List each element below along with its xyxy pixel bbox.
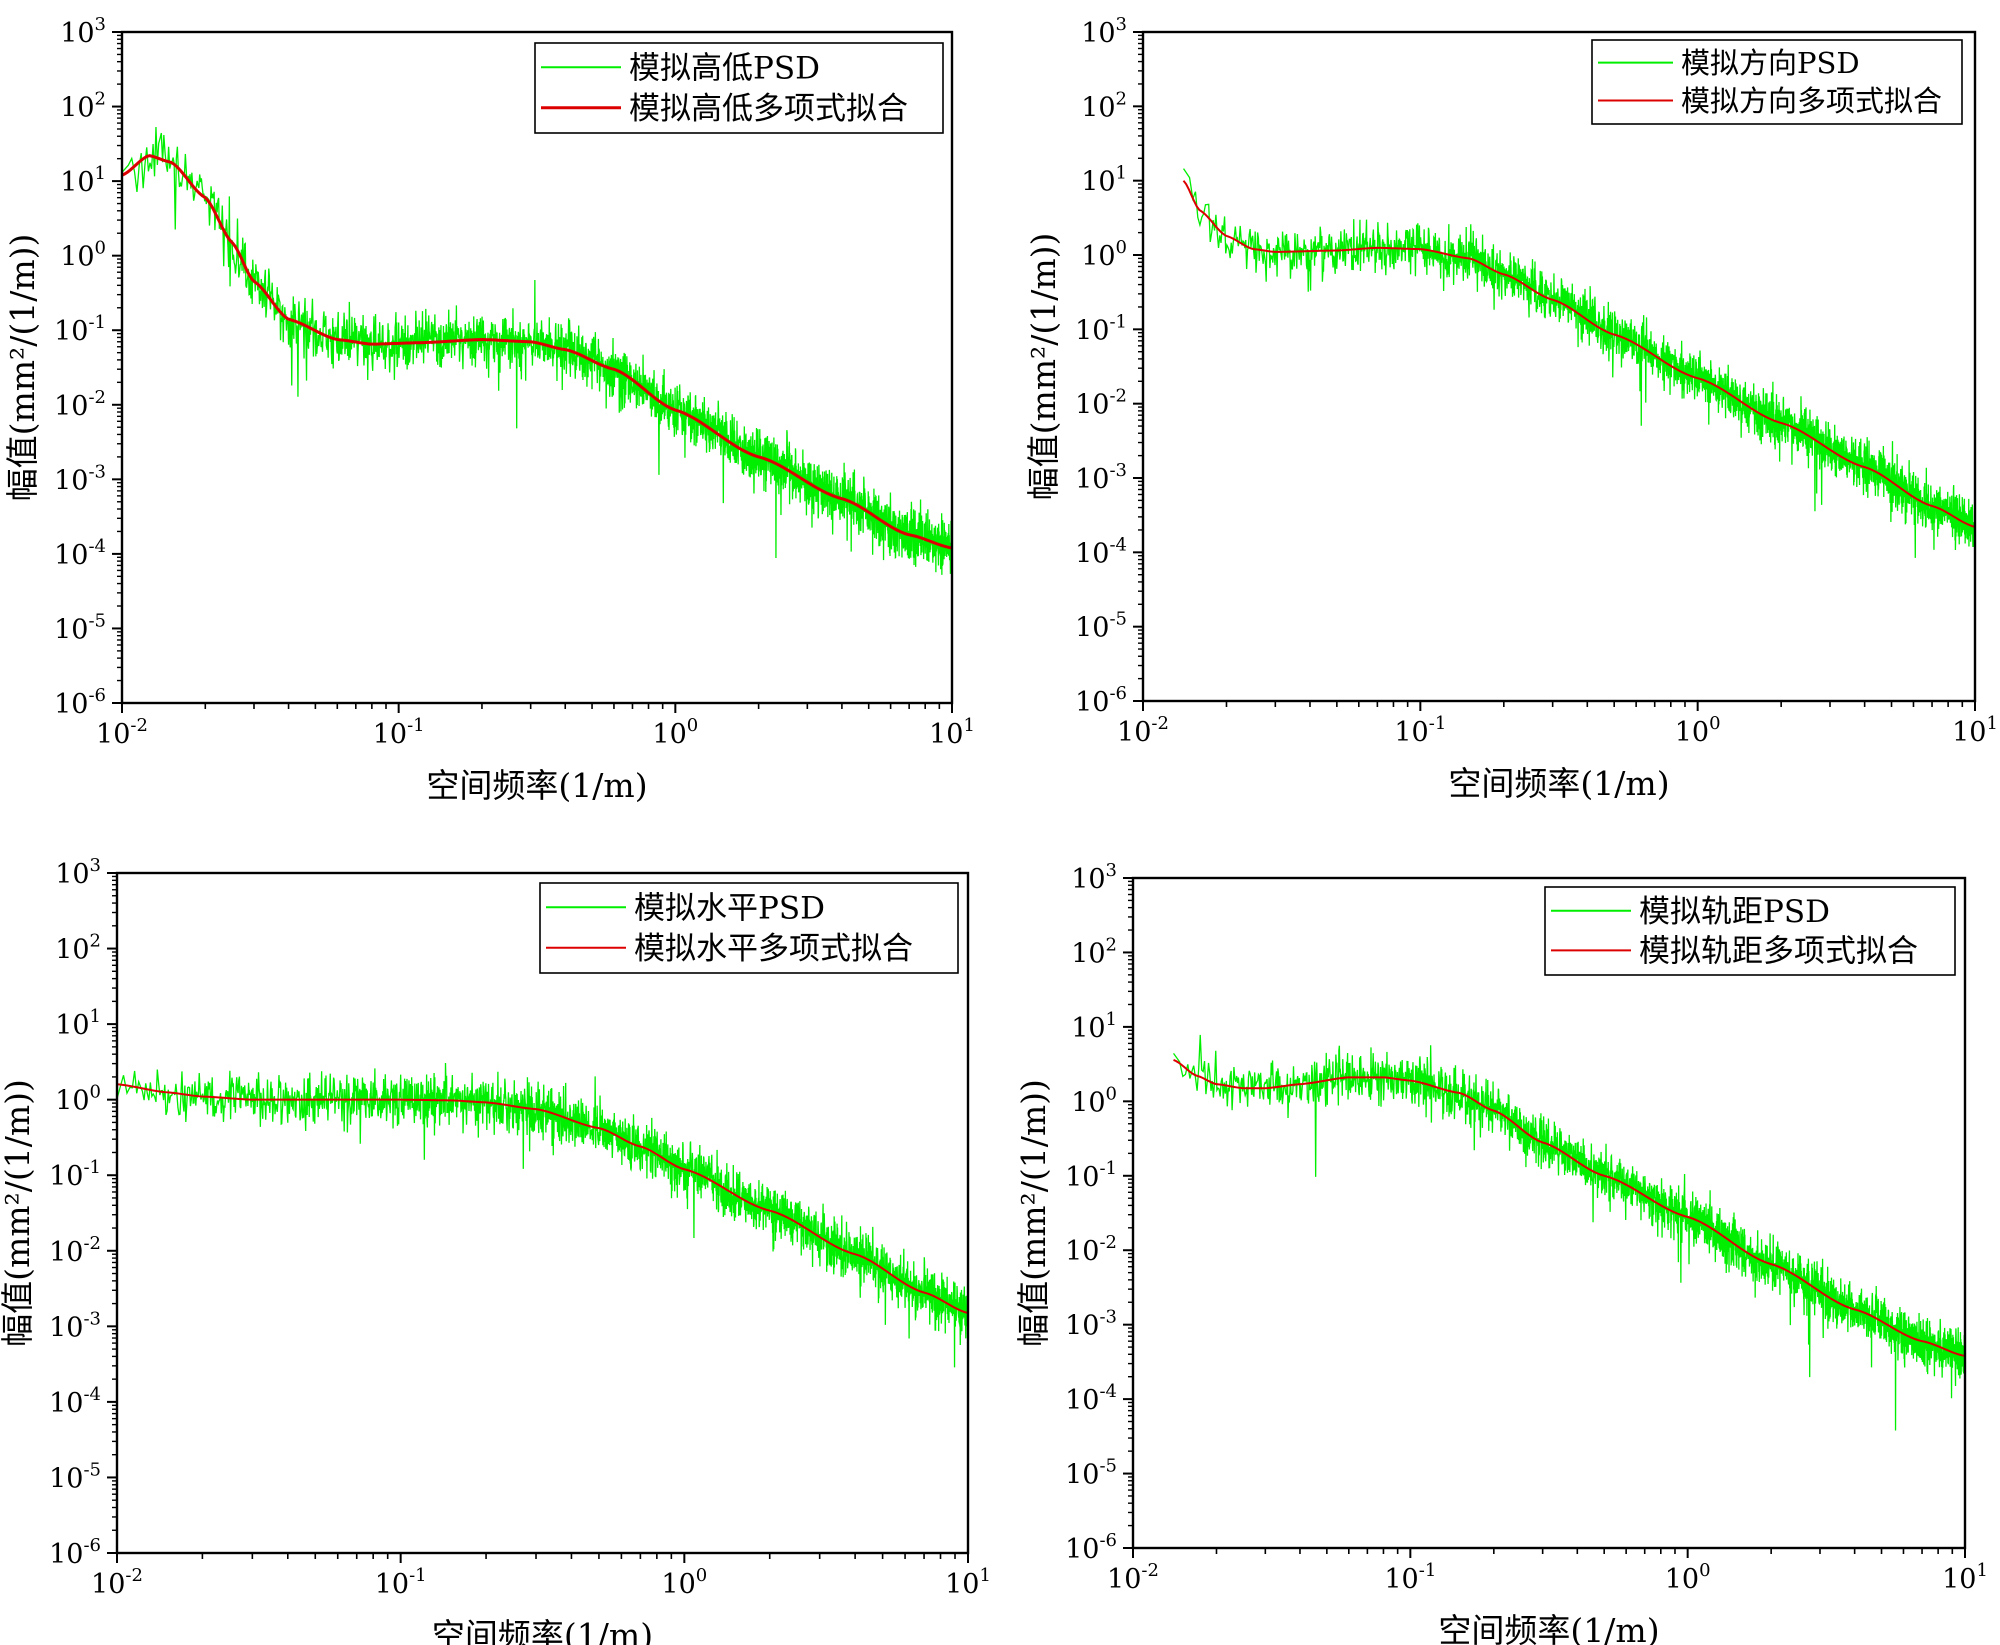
legend-entry: 模拟高低PSD	[629, 50, 820, 86]
y-tick-label: 10-5	[54, 610, 106, 645]
series-line-2-psd	[1182, 168, 1975, 558]
legend-entry: 模拟高低多项式拟合	[629, 91, 908, 127]
legend: 模拟轨距PSD 模拟轨距多项式拟合	[1544, 886, 1956, 976]
y-tick-label: 10-1	[54, 312, 106, 347]
series-line-3-fit	[117, 1083, 968, 1314]
y-tick-label: 10-3	[54, 461, 106, 496]
chart-panel-1: 10-2 10-1 100 101 10-6 10-5 10-4 10-3 10-2 10-1 10…	[3, 14, 975, 805]
legend-box	[534, 42, 944, 134]
y-tick-label: 10-1	[49, 1157, 101, 1192]
legend-box	[1591, 39, 1963, 125]
y-tick-label: 10-6	[1065, 1530, 1117, 1565]
y-tick-label: 100	[55, 1082, 101, 1117]
y-tick-label: 100	[1081, 237, 1127, 272]
legend-entry: 模拟方向多项式拟合	[1681, 84, 1942, 118]
legend-entry: 模拟水平多项式拟合	[634, 931, 913, 967]
x-tick-label: 10-2	[1117, 713, 1169, 748]
y-tick-label: 10-3	[49, 1308, 101, 1343]
legend: 模拟高低PSD 模拟高低多项式拟合	[534, 42, 944, 134]
y-tick-label: 102	[55, 931, 101, 966]
plot-frame	[115, 871, 970, 1555]
x-tick-label: 100	[652, 715, 698, 750]
chart-panel-4: 10-2 10-1 100 101 10-6 10-5 10-4 10-3 10-2 10-1 10…	[1014, 860, 1988, 1645]
y-tick-label: 103	[1071, 860, 1117, 895]
legend-entry: 模拟方向PSD	[1681, 46, 1860, 80]
y-tick-label: 102	[60, 89, 106, 124]
x-tick-label: 100	[1665, 1560, 1711, 1595]
legend: 模拟水平PSD 模拟水平多项式拟合	[539, 882, 959, 974]
x-axis-label: 空间频率(1/m)	[432, 1616, 653, 1645]
x-tick-label: 10-1	[373, 715, 425, 750]
y-tick-label: 102	[1081, 88, 1127, 123]
x-tick-label: 101	[929, 715, 975, 750]
x-axis-label: 空间频率(1/m)	[426, 766, 647, 805]
chart-panel-2: 10-2 10-1 100 101 10-6 10-5 10-4 10-3 10-2 10-1 10…	[1024, 14, 1998, 803]
y-axis-label: 幅值(mm²/(1/m))	[3, 234, 42, 502]
series-line-2-fit	[1182, 180, 1975, 528]
x-tick-label: 10-2	[96, 715, 148, 750]
y-tick-label: 10-6	[54, 685, 106, 720]
y-tick-label: 101	[1081, 163, 1127, 198]
x-axis-label: 空间频率(1/m)	[1448, 764, 1669, 803]
plot-frame	[1141, 30, 1977, 703]
y-tick-label: 10-5	[1065, 1456, 1117, 1491]
x-tick-label: 10-1	[1394, 713, 1446, 748]
series-line-1-fit	[122, 154, 952, 550]
y-tick-label: 10-3	[1075, 460, 1127, 495]
y-tick-label: 10-5	[49, 1459, 101, 1494]
x-tick-label: 10-1	[1384, 1560, 1436, 1595]
legend-box	[539, 882, 959, 974]
y-tick-label: 100	[60, 238, 106, 273]
series-line-4-fit	[1173, 1059, 1965, 1357]
y-tick-label: 10-2	[1075, 386, 1127, 421]
legend: 模拟方向PSD 模拟方向多项式拟合	[1591, 39, 1963, 125]
y-tick-label: 10-4	[49, 1384, 101, 1419]
y-tick-label: 10-4	[54, 536, 106, 571]
y-tick-label: 10-2	[1065, 1232, 1117, 1267]
y-axis-label: 幅值(mm²/(1/m))	[0, 1079, 37, 1347]
y-tick-label: 10-2	[49, 1233, 101, 1268]
legend-entry: 模拟水平PSD	[634, 890, 825, 926]
x-axis-label: 空间频率(1/m)	[1438, 1611, 1659, 1645]
y-tick-label: 10-1	[1065, 1158, 1117, 1193]
y-tick-label: 10-2	[54, 387, 106, 422]
y-tick-label: 102	[1071, 934, 1117, 969]
y-tick-label: 10-4	[1065, 1381, 1117, 1416]
y-tick-label: 10-6	[1075, 683, 1127, 718]
series-line-4-psd	[1173, 1034, 1965, 1431]
x-tick-label: 10-2	[1107, 1560, 1159, 1595]
legend-entry: 模拟轨距PSD	[1639, 894, 1830, 930]
y-tick-label: 10-4	[1075, 534, 1127, 569]
y-tick-label: 10-3	[1065, 1307, 1117, 1342]
y-tick-label: 103	[55, 855, 101, 890]
plot-frame	[120, 30, 954, 705]
x-tick-label: 10-2	[91, 1565, 143, 1600]
x-tick-label: 101	[945, 1565, 991, 1600]
y-axis-label: 幅值(mm²/(1/m))	[1024, 233, 1063, 501]
series-line-3-psd	[117, 1063, 968, 1368]
y-axis-label: 幅值(mm²/(1/m))	[1014, 1079, 1053, 1347]
plot-frame	[1131, 876, 1967, 1550]
x-tick-label: 10-1	[375, 1565, 427, 1600]
y-tick-label: 10-1	[1075, 311, 1127, 346]
series-line-1-psd	[122, 126, 952, 575]
y-tick-label: 10-6	[49, 1535, 101, 1570]
x-tick-label: 101	[1942, 1560, 1988, 1595]
y-tick-label: 101	[1071, 1009, 1117, 1044]
legend-entry: 模拟轨距多项式拟合	[1639, 934, 1918, 970]
y-tick-label: 10-5	[1075, 609, 1127, 644]
x-tick-label: 100	[1675, 713, 1721, 748]
y-tick-label: 100	[1071, 1083, 1117, 1118]
chart-panel-3: 10-2 10-1 100 101 10-6 10-5 10-4 10-3 10-2 10-1 10…	[0, 855, 991, 1645]
y-tick-label: 101	[55, 1006, 101, 1041]
x-tick-label: 101	[1952, 713, 1998, 748]
y-tick-label: 103	[60, 14, 106, 49]
x-tick-label: 100	[661, 1565, 707, 1600]
y-tick-label: 103	[1081, 14, 1127, 49]
legend-box	[1544, 886, 1956, 976]
y-tick-label: 101	[60, 163, 106, 198]
